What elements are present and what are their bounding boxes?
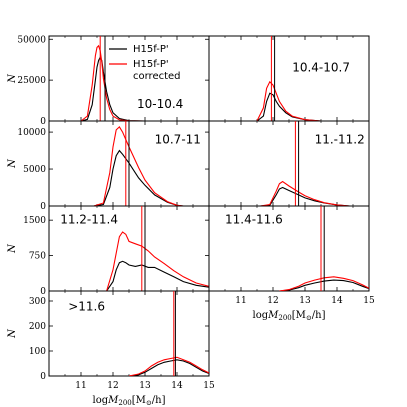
x-axis-label-part: M (267, 310, 279, 321)
panel-frame (48, 290, 210, 377)
x-axis-label-part: ⊙ (146, 399, 152, 407)
legend-label-black: H15f-P' (133, 44, 169, 55)
y-axis-label: N (7, 158, 18, 169)
x-axis-label: logM200[M⊙/h] (253, 310, 326, 322)
x-tick-label: 15 (203, 381, 215, 391)
x-axis-label-part: log (253, 310, 269, 321)
x-axis-label: logM200[M⊙/h] (93, 395, 166, 407)
y-axis-label: N (7, 328, 18, 339)
series-line-red (80, 44, 146, 121)
series-line-black (128, 359, 209, 376)
series-line-black (106, 260, 209, 291)
panel-frame (208, 205, 370, 292)
panel-2: 10.4-10.7 (208, 35, 370, 122)
y-axis-label: N (7, 243, 18, 254)
y-tick-label: 0 (40, 117, 46, 127)
y-tick-label: 200 (29, 322, 46, 332)
x-tick-label: 15 (363, 296, 375, 306)
x-tick-label: 14 (171, 381, 183, 391)
x-axis-label-part: 200 (118, 399, 131, 407)
y-tick-label: 0 (40, 202, 46, 212)
x-axis-label-part: [M (132, 395, 146, 406)
panel-label: 11.2-11.4 (60, 213, 118, 227)
panel-5: 0 750 1500 11.2-11.4 N (7, 205, 210, 297)
y-axis-label: N (7, 73, 18, 84)
y-tick-label: 1500 (23, 216, 46, 226)
panel-4: 11.-11.2 (208, 120, 370, 207)
y-tick-label: 50000 (17, 35, 46, 45)
panel-label: 10.7-11 (155, 133, 201, 147)
y-tick-label: 25000 (17, 76, 46, 86)
legend: H15f-P'H15f-P'corrected (109, 44, 181, 82)
x-axis-label-part: ⊙ (306, 314, 312, 322)
x-tick-label: 12 (267, 296, 278, 306)
x-axis-label-part: 200 (278, 314, 291, 322)
series-line-red (106, 231, 209, 291)
series-line-red (260, 180, 350, 206)
x-axis-label-part: M (107, 395, 119, 406)
y-tick-label: 10000 (17, 128, 46, 138)
panel-label: >11.6 (68, 299, 105, 313)
x-tick-label: 11 (235, 296, 246, 306)
x-tick-label: 12 (107, 381, 118, 391)
y-tick-label: 0 (40, 287, 46, 297)
x-tick-label: 14 (331, 296, 343, 306)
x-tick-label: 13 (299, 296, 311, 306)
panel-frame (48, 205, 210, 292)
panel-label: 11.4-11.6 (225, 213, 283, 227)
x-axis-label-part: log (93, 395, 109, 406)
panel-1: 0 25000 50000 10-10.4 N (7, 35, 210, 127)
x-axis-label-part: /h] (312, 310, 326, 321)
panel-label: 10.4-10.7 (292, 60, 350, 74)
panel-3: 0 5000 10000 10.7-11 N (7, 120, 210, 212)
panel-label: 11.-11.2 (315, 133, 365, 147)
y-tick-label: 300 (29, 297, 46, 307)
x-tick-label: 13 (139, 381, 151, 391)
y-tick-label: 5000 (23, 165, 46, 175)
panel-6: 11.4-11.6 11 12 13 14 15 logM200[M⊙/h] (208, 205, 375, 322)
x-axis-label-part: [M (292, 310, 306, 321)
panel-label: 10-10.4 (137, 97, 183, 111)
y-tick-label: 100 (29, 347, 46, 357)
series-line-red (128, 356, 209, 376)
y-tick-label: 0 (40, 372, 46, 382)
legend-label-red: H15f-P' (133, 59, 169, 70)
y-tick-label: 750 (29, 252, 46, 262)
x-tick-label: 11 (75, 381, 86, 391)
x-axis-label-part: /h] (152, 395, 166, 406)
legend-label-red: corrected (133, 71, 181, 82)
panel-frame (208, 120, 370, 207)
panel-frame (208, 35, 370, 122)
panel-frame (48, 35, 210, 122)
